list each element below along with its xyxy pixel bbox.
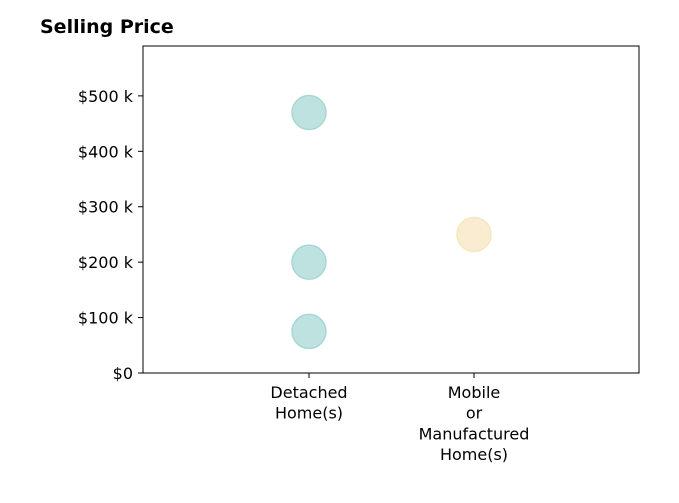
- y-tick-label: $400 k: [78, 142, 134, 161]
- x-tick-label-line: Mobile: [448, 383, 500, 402]
- x-tick-label-line: Detached: [270, 383, 347, 402]
- y-tick-label: $0: [113, 364, 133, 383]
- x-tick-label-line: Manufactured: [419, 424, 530, 443]
- x-tick-label-line: Home(s): [275, 404, 343, 423]
- x-tick-label-line: Home(s): [440, 445, 508, 464]
- x-axis: Detached Home(s) Mobile or Manufactured Home(…: [270, 373, 529, 464]
- chart-title: Selling Price: [40, 16, 174, 38]
- data-point: [456, 216, 492, 253]
- data-points: [291, 94, 492, 350]
- data-point: [291, 313, 327, 350]
- y-tick-label: $200 k: [78, 253, 134, 272]
- plot-area-frame: [142, 45, 640, 374]
- y-tick-label: $100 k: [78, 309, 134, 328]
- y-tick-label: $500 k: [78, 87, 134, 106]
- y-tick-label: $300 k: [78, 198, 134, 217]
- data-point: [291, 94, 327, 131]
- x-tick-label: Mobile or Manufactured Home(s): [419, 383, 530, 464]
- data-point: [291, 244, 327, 280]
- x-tick-label: Detached Home(s): [270, 383, 347, 423]
- x-tick-label-line: or: [466, 404, 483, 423]
- y-axis: $0 $100 k $200 k $300 k $400 k $500 k: [78, 87, 143, 383]
